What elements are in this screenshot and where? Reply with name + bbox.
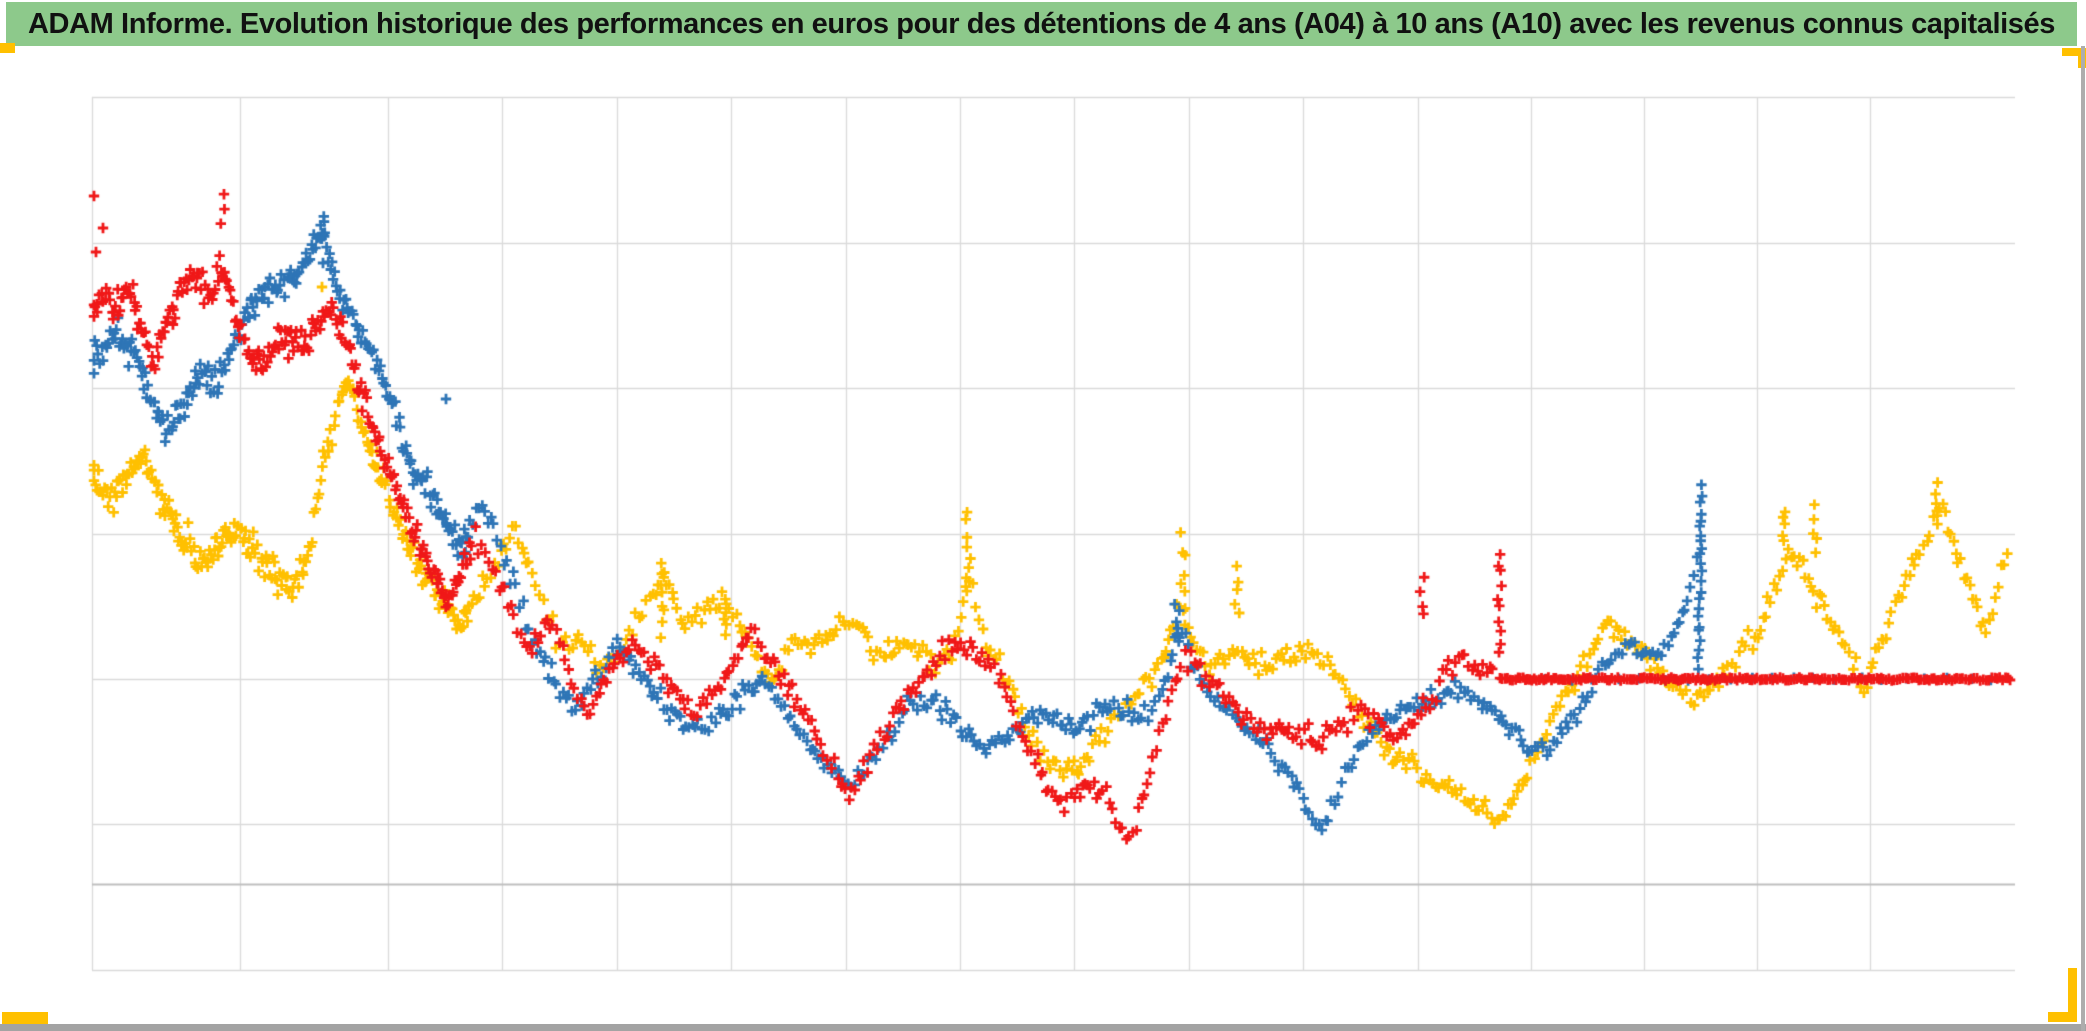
yellow-square-top-left bbox=[0, 43, 15, 53]
yellow-corner-bracket-bottom-right bbox=[2068, 968, 2077, 1022]
window-bottom-bar bbox=[0, 1024, 2086, 1031]
yellow-corner-bracket-bottom-right-arm bbox=[2048, 1012, 2077, 1022]
yellow-corner-bracket-top-right bbox=[2062, 48, 2086, 56]
yellow-square-bottom-left bbox=[2, 1012, 48, 1024]
window-right-border bbox=[2081, 46, 2085, 1031]
